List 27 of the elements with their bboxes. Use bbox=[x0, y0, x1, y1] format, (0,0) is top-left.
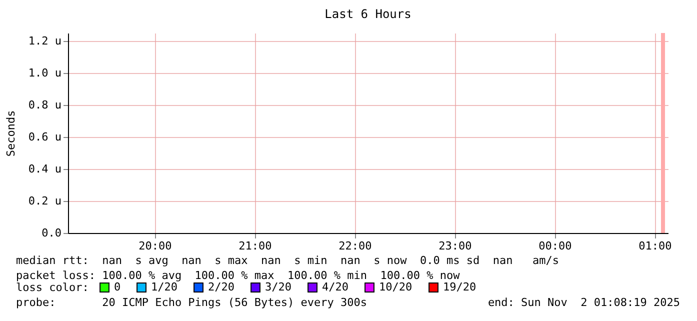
x-tick-label: 20:00 bbox=[138, 240, 172, 252]
text: probe: 20 ICMP Echo Pings (56 Bytes) every 300s bbox=[16, 296, 367, 309]
legend-title: loss color: bbox=[16, 281, 89, 294]
y-tick-label: 1.0 u bbox=[28, 66, 62, 80]
legend-label: 19/20 bbox=[443, 280, 476, 294]
x-tick-label: 22:00 bbox=[338, 240, 372, 252]
y-tick-label: 1.2 u bbox=[28, 34, 62, 48]
x-tick-label: 21:00 bbox=[238, 240, 272, 252]
x-tick-label: 23:00 bbox=[438, 240, 472, 252]
legend-label: 1/20 bbox=[151, 280, 178, 294]
legend-label: 10/20 bbox=[379, 280, 412, 294]
x-tick-label: 01:00 bbox=[638, 240, 672, 252]
legend-label: 2/20 bbox=[208, 280, 234, 294]
y-tick-label: 0.4 u bbox=[28, 162, 62, 176]
text: median rtt: nan s avg nan s max nan s min nan s now 0.0 ms sd nan am/s bbox=[16, 254, 560, 267]
y-tick-label: 0.0 bbox=[42, 226, 62, 240]
chart-title: Last 6 Hours bbox=[324, 7, 412, 21]
text: end: Sun Nov 2 01:08:19 2025 bbox=[488, 296, 680, 309]
legend-label: 0 bbox=[114, 280, 121, 294]
legend-label: 4/20 bbox=[322, 280, 348, 294]
text: packet loss: 100.00 % avg 100.00 % max 100.00 % min 100.00 % now bbox=[16, 269, 460, 282]
legend-label: 3/20 bbox=[265, 280, 292, 294]
y-tick-label: 0.8 u bbox=[28, 98, 62, 112]
y-axis-title: Seconds bbox=[4, 110, 18, 157]
y-tick-label: 0.6 u bbox=[28, 130, 62, 144]
y-tick-label: 0.2 u bbox=[28, 194, 62, 208]
x-tick-label: 00:00 bbox=[538, 240, 572, 252]
